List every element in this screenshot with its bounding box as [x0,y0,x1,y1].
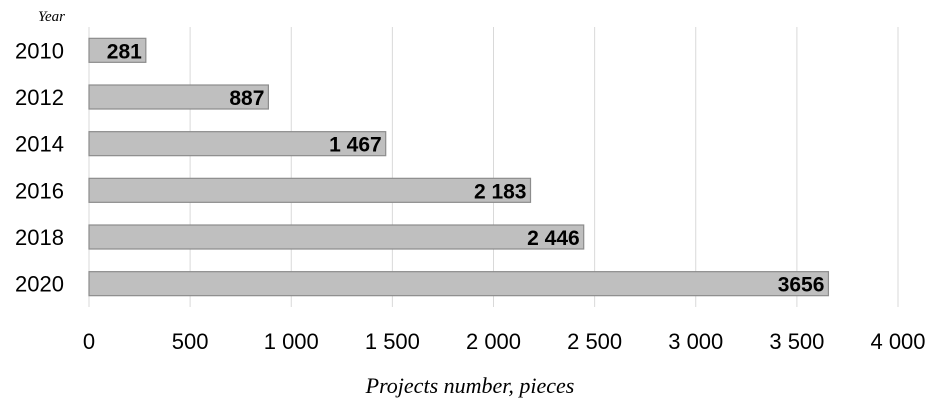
data-label: 1 467 [329,134,382,157]
x-tick-label: 500 [172,329,209,354]
y-tick-label: 2010 [15,38,64,63]
x-tick-label: 0 [83,329,95,354]
x-tick-label: 3 000 [668,329,723,354]
data-label: 2 183 [474,180,527,203]
bar [88,84,269,110]
y-tick-label: 2020 [15,272,64,297]
grid-lines [88,27,899,307]
x-tick-label: 4 000 [870,329,925,354]
bar [88,224,585,250]
x-tick-label: 2 000 [466,329,521,354]
bar [88,131,387,157]
bars: 281 887 1 467 2 183 2 446 3656 [88,37,830,297]
x-axis-ticks: 0 500 1 000 1 500 2 000 2 500 3 000 3 500 4 000 [83,329,926,354]
x-tick-label: 1 500 [365,329,420,354]
data-label: 281 [107,40,142,63]
y-axis-ticks: 2010 2012 2014 2016 2018 2020 [15,38,64,296]
x-axis-title: Projects number, pieces [365,373,575,398]
data-label: 887 [229,87,264,110]
y-axis-title: Year [38,9,65,25]
x-tick-label: 3 500 [769,329,824,354]
x-tick-label: 1 000 [264,329,319,354]
y-tick-label: 2012 [15,85,64,110]
data-label: 3656 [778,274,825,297]
data-label: 2 446 [527,227,580,250]
y-tick-label: 2018 [15,225,64,250]
bar [88,177,532,203]
y-tick-label: 2014 [15,132,64,157]
y-tick-label: 2016 [15,178,64,203]
bar [88,37,147,63]
bar [88,271,830,297]
x-tick-label: 2 500 [567,329,622,354]
